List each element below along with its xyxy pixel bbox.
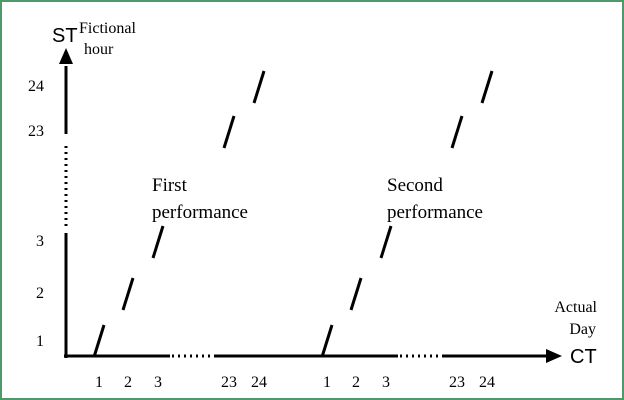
y-tick-label-24: 24 bbox=[28, 78, 44, 95]
x-tick-label-second-3: 3 bbox=[382, 374, 390, 391]
y-tick-label-2: 2 bbox=[36, 285, 44, 302]
y-axis-symbol: ST bbox=[52, 25, 78, 47]
series-2-mark-23 bbox=[450, 115, 464, 149]
series-2-mark-1 bbox=[320, 324, 334, 358]
x-tick-label-second-1: 1 bbox=[323, 374, 331, 391]
series-marks bbox=[92, 70, 494, 358]
x-tick-label-first-3: 3 bbox=[154, 374, 162, 391]
series-1-mark-2 bbox=[121, 277, 135, 311]
first-performance-label-line2: performance bbox=[152, 202, 248, 223]
y-tick-label-23: 23 bbox=[28, 123, 44, 140]
series-1-mark-1 bbox=[92, 324, 106, 358]
x-tick-label-first-2: 2 bbox=[124, 374, 132, 391]
y-tick-label-1: 1 bbox=[36, 333, 44, 350]
second-performance-label-line1: Second bbox=[387, 175, 443, 196]
x-axis-arrowhead bbox=[546, 349, 562, 363]
x-tick-label-second-24: 24 bbox=[479, 374, 495, 391]
y-axis-arrowhead bbox=[59, 48, 73, 64]
x-tick-label-first-23: 23 bbox=[221, 374, 237, 391]
x-axis-symbol: CT bbox=[570, 346, 597, 368]
series-1-mark-24 bbox=[252, 70, 266, 104]
x-axis-label-line1: Actual bbox=[554, 299, 597, 316]
x-tick-label-second-23: 23 bbox=[449, 374, 465, 391]
y-tick-label-3: 3 bbox=[36, 233, 44, 250]
series-2-mark-2 bbox=[349, 277, 363, 311]
series-2-mark-3 bbox=[379, 225, 393, 259]
series-1-mark-23 bbox=[222, 115, 236, 149]
x-tick-label-first-24: 24 bbox=[251, 374, 267, 391]
x-axis-label-line2: Day bbox=[569, 321, 596, 338]
series-2-mark-24 bbox=[480, 70, 494, 104]
y-axis-label-line1: Fictional bbox=[79, 20, 136, 37]
y-axis-label-line2: hour bbox=[84, 41, 114, 58]
first-performance-label-line1: First bbox=[152, 175, 188, 196]
second-performance-label-line2: performance bbox=[387, 202, 483, 223]
x-tick-label-second-2: 2 bbox=[352, 374, 360, 391]
x-tick-label-first-1: 1 bbox=[95, 374, 103, 391]
series-1-mark-3 bbox=[151, 225, 165, 259]
